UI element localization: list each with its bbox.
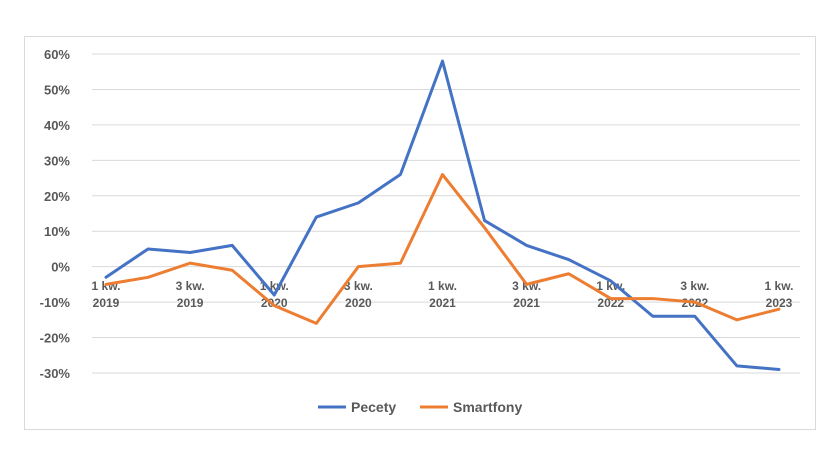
series-line-0 — [104, 59, 781, 371]
x-tick-label: 3 kw. — [344, 279, 373, 293]
x-tick-label: 3 kw. — [176, 279, 205, 293]
x-tick-label: 2020 — [345, 296, 372, 310]
y-tick-label: 0% — [51, 260, 70, 275]
y-tick-label: 10% — [44, 224, 70, 239]
x-tick-label: 1 kw. — [596, 279, 625, 293]
y-tick-label: 40% — [44, 118, 70, 133]
y-tick-label: 30% — [44, 153, 70, 168]
series-line-1 — [104, 173, 781, 325]
y-tick-label: 50% — [44, 82, 70, 97]
y-tick-label: -10% — [40, 295, 71, 310]
x-tick-label: 2023 — [766, 296, 793, 310]
legend-label: Smartfony — [453, 399, 522, 415]
legend: Pecety Smartfony — [318, 399, 522, 415]
x-tick-label: 2021 — [429, 296, 456, 310]
y-tick-label: 20% — [44, 189, 70, 204]
x-tick-label: 2019 — [93, 296, 120, 310]
y-tick-label: -30% — [40, 366, 71, 381]
legend-label: Pecety — [351, 399, 396, 415]
chart-area — [24, 36, 816, 430]
x-tick-label: 1 kw. — [92, 279, 121, 293]
y-axis-ticks: 60% 50% 40% 30% 20% 10% 0% -10% -20% -30% — [40, 47, 71, 381]
gridlines — [92, 53, 800, 374]
x-tick-label: 1 kw. — [765, 279, 794, 293]
x-tick-label: 2021 — [513, 296, 540, 310]
y-tick-label: 60% — [44, 47, 70, 62]
x-tick-label: 3 kw. — [680, 279, 709, 293]
x-tick-label: 2019 — [177, 296, 204, 310]
y-tick-label: -20% — [40, 331, 71, 346]
x-tick-label: 1 kw. — [428, 279, 457, 293]
series-lines — [104, 59, 781, 371]
